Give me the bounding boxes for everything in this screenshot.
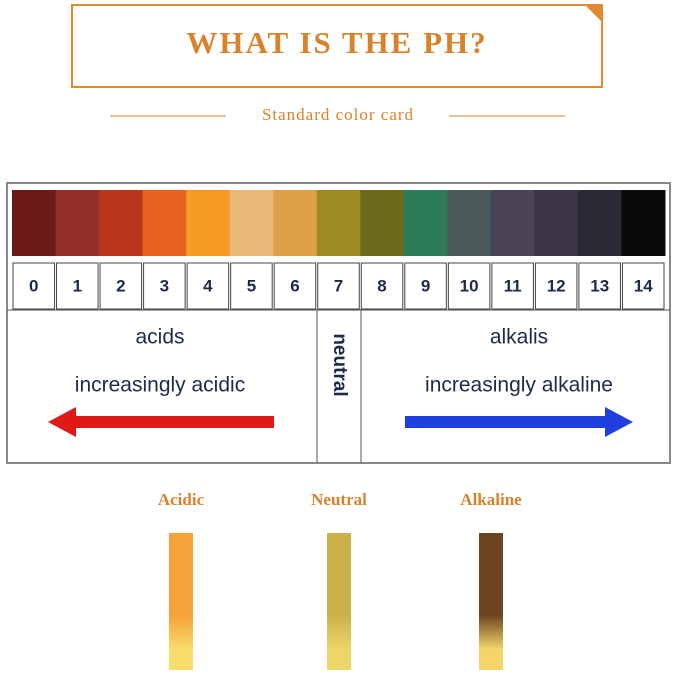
swatch xyxy=(273,190,318,256)
ph-number: 7 xyxy=(334,276,343,295)
alkalis-title: alkalis xyxy=(490,326,548,349)
number-box xyxy=(99,262,143,310)
acids-subtitle: increasingly acidic xyxy=(75,374,245,397)
number-box xyxy=(273,262,317,310)
ph-number: 8 xyxy=(377,276,386,295)
number-box xyxy=(621,262,665,310)
corner xyxy=(585,5,602,22)
swatch xyxy=(577,190,622,256)
swatch xyxy=(447,190,492,256)
acid-arrow xyxy=(48,407,274,437)
title-box xyxy=(71,4,603,88)
number-box xyxy=(230,262,273,310)
strip-label: Alkaline xyxy=(460,490,522,509)
swatch xyxy=(142,190,187,256)
ph-number: 11 xyxy=(504,276,522,295)
swatch xyxy=(12,190,57,256)
number-box xyxy=(404,262,447,310)
test-strip xyxy=(479,533,503,670)
swatch xyxy=(534,190,579,256)
neutral-label: neutral xyxy=(329,333,350,396)
alkalis-subtitle: increasingly alkaline xyxy=(425,374,613,397)
swatch xyxy=(55,190,100,256)
number-box xyxy=(12,262,56,310)
number-box xyxy=(186,262,230,310)
ph-number: 13 xyxy=(590,276,609,295)
swatch xyxy=(360,190,405,256)
number-box xyxy=(317,262,360,310)
swatch xyxy=(490,190,535,256)
swatch xyxy=(99,190,144,256)
acids-title: acids xyxy=(135,326,184,349)
ph-number: 2 xyxy=(116,276,125,295)
ph-number: 1 xyxy=(73,276,82,295)
number-box xyxy=(143,262,186,310)
ph-number: 5 xyxy=(247,276,256,295)
strip-label: Neutral xyxy=(311,490,367,509)
number-box xyxy=(534,262,578,310)
swatch xyxy=(621,190,666,256)
subtitle: Standard color card xyxy=(262,105,414,124)
swatch xyxy=(403,190,448,256)
ph-number: 12 xyxy=(547,276,566,295)
ph-number: 4 xyxy=(203,276,213,295)
alkali-arrow xyxy=(405,407,633,437)
ph-number: 14 xyxy=(634,276,653,295)
swatch xyxy=(229,190,274,256)
strip-label: Acidic xyxy=(158,490,205,509)
ph-number: 0 xyxy=(29,276,38,295)
ph-number: 6 xyxy=(290,276,299,295)
number-box xyxy=(491,262,534,310)
swatch xyxy=(186,190,231,256)
number-box xyxy=(578,262,621,310)
number-box xyxy=(56,262,99,310)
ph-number: 3 xyxy=(160,276,169,295)
number-box xyxy=(360,262,404,310)
swatch xyxy=(316,190,361,256)
number-box xyxy=(447,262,491,310)
ph-number: 10 xyxy=(460,276,479,295)
title: WHAT IS THE PH? xyxy=(186,25,487,60)
test-strip xyxy=(327,533,351,670)
ph-number: 9 xyxy=(421,276,430,295)
test-strip xyxy=(169,533,193,670)
